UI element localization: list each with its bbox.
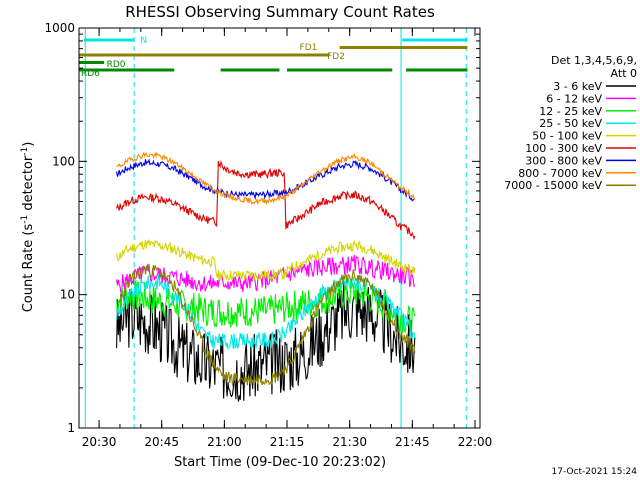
legend-header: Det 1,3,4,5,6,9, <box>551 54 637 67</box>
y-tick-label-0: 1 <box>67 421 75 435</box>
flag-bars: N FD1 FD2 RD0 RD6 <box>79 36 468 79</box>
legend-label-8: 7000 - 15000 keV <box>504 179 602 192</box>
flag-label-fd2: FD2 <box>327 52 345 62</box>
attenuator-state: Att 0 <box>611 67 637 80</box>
series-line-6 <box>116 158 415 202</box>
y-axis-label-mid: detector <box>21 155 36 215</box>
flag-label-n: N <box>140 36 147 46</box>
flag-label-rd0: RD0 <box>107 60 126 70</box>
legend-label-6: 300 - 800 keV <box>525 154 602 167</box>
plot-area <box>79 28 480 428</box>
y-axis-label-start: Count Rate (s <box>21 224 36 313</box>
series-line-7 <box>116 151 416 206</box>
plot-frame <box>78 27 481 429</box>
legend-label-4: 50 - 100 keV <box>532 130 602 143</box>
x-tick-label-3: 21:15 <box>270 435 305 449</box>
y-tick-label-2: 100 <box>52 154 75 168</box>
x-axis-label: Start Time (09-Dec-10 20:23:02) <box>174 455 386 470</box>
y-axis-label-end: ) <box>21 142 36 147</box>
chart-title: RHESSI Observing Summary Count Rates <box>125 3 435 21</box>
x-tick-label-4: 21:30 <box>332 435 367 449</box>
plot-background <box>79 28 480 428</box>
legend-label-0: 3 - 6 keV <box>553 80 602 93</box>
y-axis-label-sup1: -1 <box>20 215 30 224</box>
x-tick-label-1: 20:45 <box>144 435 179 449</box>
axes: 1 10 100 1000 20:30 20:45 21:00 21:15 21:30 21:45… <box>44 21 492 449</box>
series-line-0 <box>116 281 416 402</box>
x-tick-label-0: 20:30 <box>82 435 117 449</box>
x-tick-label-5: 21:45 <box>395 435 430 449</box>
flag-label-rd6: RD6 <box>81 69 100 79</box>
legend-label-2: 12 - 25 keV <box>539 105 602 118</box>
series-layer <box>116 151 416 402</box>
x-tick-label-2: 21:00 <box>207 435 242 449</box>
x-tick-label-6: 22:00 <box>458 435 493 449</box>
legend-label-1: 6 - 12 keV <box>546 92 602 105</box>
flag-label-fd1: FD1 <box>300 43 318 53</box>
series-line-4 <box>116 238 416 281</box>
series-line-5 <box>116 159 416 241</box>
y-tick-label-3: 1000 <box>44 21 75 35</box>
legend-label-7: 800 - 7000 keV <box>518 167 602 180</box>
date-stamp: 17-Oct-2021 15:24 <box>552 467 638 477</box>
legend-label-3: 25 - 50 keV <box>539 117 602 130</box>
y-tick-label-1: 10 <box>60 288 75 302</box>
series-line-3 <box>116 274 416 350</box>
series-line-8 <box>116 263 416 387</box>
legend-label-5: 100 - 300 keV <box>525 142 602 155</box>
y-axis-label: Count Rate (s-1 detector-1) <box>20 142 36 313</box>
y-axis-label-sup2: -1 <box>20 147 30 156</box>
